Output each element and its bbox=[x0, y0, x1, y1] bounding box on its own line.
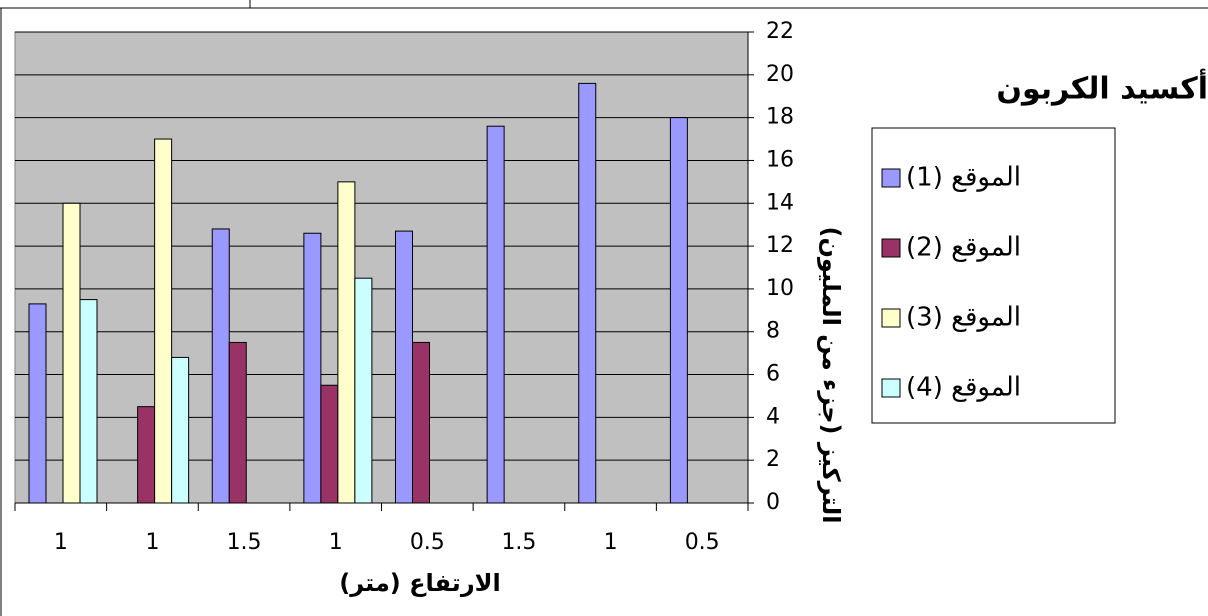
x-tick-label: 1 bbox=[604, 530, 618, 555]
legend-label: (الموقع (1 bbox=[906, 163, 1021, 193]
legend-swatch bbox=[881, 378, 901, 398]
y-tick-label: 2 bbox=[766, 447, 780, 472]
y-tick-label: 12 bbox=[766, 233, 794, 258]
bar bbox=[669, 117, 688, 504]
bar bbox=[354, 277, 373, 504]
y-tick-label: 14 bbox=[766, 190, 794, 215]
legend-label: (الموقع (2 bbox=[906, 233, 1021, 263]
y-tick-label: 4 bbox=[766, 404, 780, 429]
x-tick-label: 1 bbox=[145, 530, 159, 555]
y-tick-label: 20 bbox=[766, 62, 794, 87]
bar bbox=[486, 125, 505, 504]
x-tick-label: 1.5 bbox=[501, 530, 536, 555]
bar bbox=[154, 138, 173, 504]
y-tick-label: 0 bbox=[766, 490, 780, 515]
bar bbox=[395, 230, 413, 504]
y-tick-label: 8 bbox=[766, 319, 780, 344]
bar bbox=[228, 341, 247, 504]
legend-swatch bbox=[881, 238, 901, 258]
y-tick-label: 10 bbox=[766, 276, 794, 301]
bar bbox=[303, 232, 322, 504]
legend-label: (الموقع (4 bbox=[906, 373, 1021, 403]
x-tick-label: 1 bbox=[54, 530, 68, 555]
plot-area bbox=[14, 31, 749, 504]
legend-label: (الموقع (3 bbox=[906, 303, 1021, 333]
chart-title: أكسيد الكربون bbox=[996, 69, 1208, 107]
y-axis-title: (التركيز (جزء من المليون bbox=[817, 226, 845, 523]
legend-swatch bbox=[881, 168, 901, 188]
x-tick-label: 0.5 bbox=[410, 530, 445, 555]
bar bbox=[412, 341, 430, 504]
y-tick-label: 22 bbox=[766, 19, 794, 44]
x-tick-label: 1 bbox=[329, 530, 343, 555]
legend bbox=[871, 127, 1116, 424]
bar bbox=[28, 303, 47, 504]
y-tick-label: 18 bbox=[766, 105, 794, 130]
bar bbox=[62, 202, 81, 504]
y-tick-label: 6 bbox=[766, 362, 780, 387]
bar bbox=[137, 406, 156, 504]
x-axis-title: (الارتفاع (متر bbox=[339, 569, 500, 597]
bar bbox=[337, 181, 356, 504]
bar bbox=[578, 82, 597, 504]
bar bbox=[171, 356, 190, 504]
bar bbox=[211, 228, 230, 504]
bar bbox=[79, 299, 98, 504]
x-tick-label: 1.5 bbox=[227, 530, 262, 555]
bar bbox=[320, 384, 339, 504]
legend-swatch bbox=[881, 308, 901, 328]
y-tick-label: 16 bbox=[766, 147, 794, 172]
x-tick-label: 0.5 bbox=[685, 530, 720, 555]
